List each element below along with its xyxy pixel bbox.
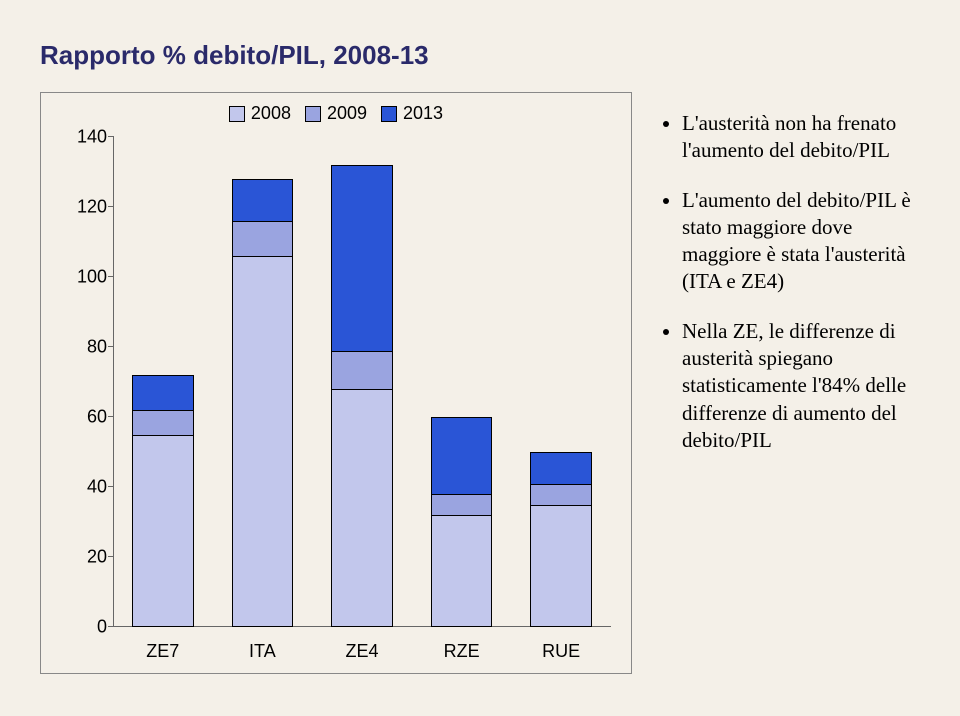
bar-RZE	[431, 417, 493, 627]
legend-label: 2008	[251, 103, 291, 124]
bar-segment-RZE-2008	[431, 515, 493, 627]
ytick-label: 60	[57, 407, 107, 428]
ytick-label: 120	[57, 197, 107, 218]
xlabel-RZE: RZE	[412, 633, 512, 673]
bar-RUE	[530, 452, 592, 627]
bar-group-ZE7	[113, 137, 213, 627]
legend-item-2008: 2008	[229, 103, 291, 124]
bar-ZE4	[331, 165, 393, 627]
bullet-2: Nella ZE, le differenze di austerità spi…	[682, 318, 928, 454]
bar-segment-RUE-2008	[530, 505, 592, 628]
ytick-label: 40	[57, 477, 107, 498]
chart-legend: 2008 2009 2013	[41, 103, 631, 124]
ytick-label: 80	[57, 337, 107, 358]
bar-group-RUE	[511, 137, 611, 627]
legend-item-2013: 2013	[381, 103, 443, 124]
bar-ZE7	[132, 375, 194, 627]
bar-group-ZE4	[312, 137, 412, 627]
legend-swatch-2008	[229, 106, 245, 122]
bars-container	[113, 137, 611, 627]
xlabel-ZE7: ZE7	[113, 633, 213, 673]
xlabel-RUE: RUE	[511, 633, 611, 673]
legend-swatch-2009	[305, 106, 321, 122]
ytick-label: 0	[57, 617, 107, 638]
y-axis-labels: 020406080100120140	[41, 137, 113, 627]
bullet-0: L'austerità non ha frenato l'aumento del…	[682, 110, 928, 165]
legend-swatch-2013	[381, 106, 397, 122]
bar-ITA	[232, 179, 294, 627]
xlabel-ITA: ITA	[213, 633, 313, 673]
legend-label: 2013	[403, 103, 443, 124]
ytick-label: 140	[57, 127, 107, 148]
ytick-label: 20	[57, 547, 107, 568]
bar-segment-ZE7-2008	[132, 435, 194, 628]
x-axis-labels: ZE7ITAZE4RZERUE	[113, 633, 611, 673]
bar-group-ITA	[213, 137, 313, 627]
legend-label: 2009	[327, 103, 367, 124]
page-title: Rapporto % debito/PIL, 2008-13	[40, 40, 429, 71]
legend-item-2009: 2009	[305, 103, 367, 124]
bar-group-RZE	[412, 137, 512, 627]
bullet-list: L'austerità non ha frenato l'aumento del…	[660, 110, 928, 476]
bar-segment-ITA-2008	[232, 256, 294, 627]
xlabel-ZE4: ZE4	[312, 633, 412, 673]
plot-area	[113, 137, 611, 627]
bar-segment-ZE4-2008	[331, 389, 393, 627]
bullet-1: L'aumento del debito/PIL è stato maggior…	[682, 187, 928, 296]
debt-chart: 2008 2009 2013 0 20 40 60 80 100 120 140 ZE7ITA…	[40, 92, 632, 674]
ytick-label: 100	[57, 267, 107, 288]
